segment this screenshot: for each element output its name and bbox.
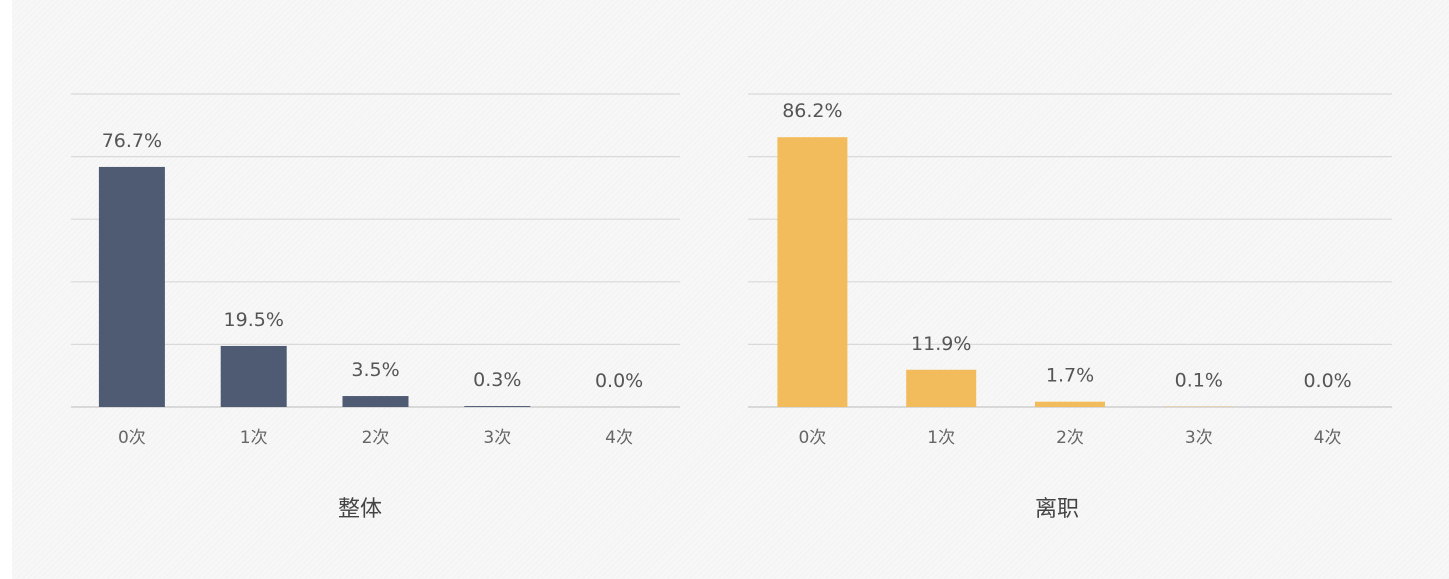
x-tick-label: 3次 (483, 428, 511, 448)
chart-title: 整体 (338, 497, 382, 522)
chart-resigned: 离职 86.2% 0次 11.9% 1次 1.7% 2次 0.1% 3次 0.0% 4次 (748, 93, 1392, 522)
x-tick-label: 4次 (605, 428, 633, 448)
data-label: 0.0% (595, 370, 643, 392)
x-tick-label: 3次 (1185, 428, 1213, 448)
bar (98, 166, 165, 407)
chart-overall: 整体 76.7% 0次 19.5% 1次 3.5% 2次 0.3% 3次 0.0% 4次 (71, 93, 680, 522)
data-label: 0.1% (1175, 370, 1223, 392)
x-tick-label: 0次 (118, 428, 146, 448)
x-tick-label: 1次 (240, 428, 268, 448)
bar (906, 369, 977, 407)
x-tick-label: 0次 (798, 428, 826, 448)
data-label: 86.2% (782, 100, 842, 122)
x-tick-label: 1次 (927, 428, 955, 448)
data-label: 19.5% (224, 309, 284, 331)
data-label: 0.3% (473, 369, 521, 391)
x-tick-label: 4次 (1314, 428, 1342, 448)
bar (220, 345, 287, 407)
data-label: 76.7% (102, 130, 162, 152)
bar (464, 406, 531, 407)
bar (1035, 401, 1105, 407)
x-tick-label: 2次 (1056, 428, 1084, 448)
data-label: 0.0% (1303, 370, 1351, 392)
bar (777, 137, 848, 407)
bar (342, 396, 409, 407)
chart-panel-background (12, 0, 1449, 579)
chart-title: 离职 (1035, 497, 1079, 522)
data-label: 1.7% (1046, 365, 1094, 387)
data-label: 3.5% (351, 359, 399, 381)
data-label: 11.9% (911, 333, 971, 355)
x-tick-label: 2次 (362, 428, 390, 448)
